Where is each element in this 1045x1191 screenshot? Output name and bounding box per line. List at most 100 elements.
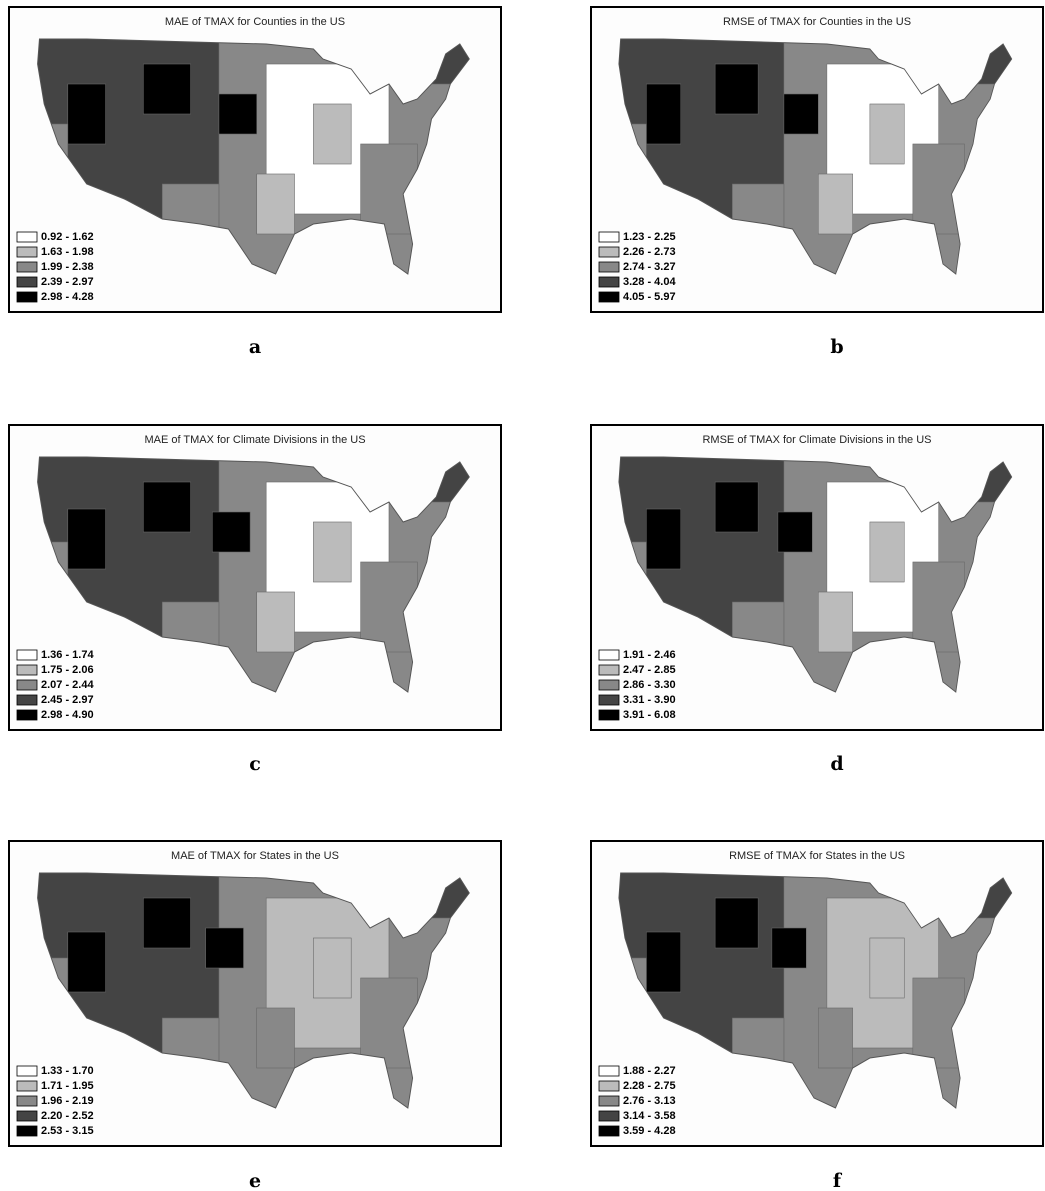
map-title: MAE of TMAX for States in the US [171, 850, 339, 862]
legend-label: 2.45 - 2.97 [41, 694, 94, 706]
legend-swatch [16, 1065, 38, 1077]
legend-swatch [598, 664, 620, 676]
map-region [646, 508, 682, 570]
legend-swatch [598, 1065, 620, 1077]
legend-swatch [16, 231, 38, 243]
legend-label: 1.71 - 1.95 [41, 1080, 94, 1092]
legend-swatch [598, 1095, 620, 1107]
legend-swatch [16, 246, 38, 258]
legend-label: 3.59 - 4.28 [623, 1125, 676, 1137]
legend-swatch [16, 291, 38, 303]
map-region [714, 63, 759, 115]
map-panel: MAE of TMAX for Counties in the US 0.92 -… [8, 6, 502, 313]
legend-swatch [16, 1080, 38, 1092]
legend-label: 2.47 - 2.85 [623, 664, 676, 676]
legend-label: 2.26 - 2.73 [623, 246, 676, 258]
map-region [818, 173, 853, 235]
map-region [646, 931, 682, 993]
map-title: RMSE of TMAX for States in the US [729, 850, 905, 862]
legend-swatch [16, 276, 38, 288]
map-panel: RMSE of TMAX for Counties in the US 1.23 … [590, 6, 1044, 313]
legend-label: 3.28 - 4.04 [623, 276, 676, 288]
map-title: RMSE of TMAX for Counties in the US [723, 16, 911, 28]
map-title: RMSE of TMAX for Climate Divisions in th… [702, 434, 931, 446]
legend-swatch [598, 1110, 620, 1122]
map-panel: MAE of TMAX for States in the US 1.33 - 1… [8, 840, 502, 1147]
legend-label: 1.99 - 2.38 [41, 261, 94, 273]
map-region [205, 927, 244, 969]
map-region [218, 93, 258, 135]
map-region [313, 103, 352, 165]
map-region [256, 591, 295, 653]
legend-label: 4.05 - 5.97 [623, 291, 676, 303]
legend-swatch [16, 694, 38, 706]
map-region [714, 897, 759, 949]
legend-label: 0.92 - 1.62 [41, 231, 94, 243]
legend-swatch [16, 1125, 38, 1137]
legend-swatch [16, 664, 38, 676]
map-title: MAE of TMAX for Counties in the US [165, 16, 345, 28]
map-region [646, 83, 682, 145]
map-region [777, 511, 813, 553]
map-region [818, 1007, 853, 1069]
map-title: MAE of TMAX for Climate Divisions in the… [144, 434, 365, 446]
legend-label: 2.20 - 2.52 [41, 1110, 94, 1122]
legend-label: 1.63 - 1.98 [41, 246, 94, 258]
map-region [143, 897, 191, 949]
legend-label: 2.74 - 3.27 [623, 261, 676, 273]
map-panel: RMSE of TMAX for Climate Divisions in th… [590, 424, 1044, 731]
legend-label: 3.91 - 6.08 [623, 709, 676, 721]
panel-letter: b [830, 336, 843, 358]
legend-label: 1.96 - 2.19 [41, 1095, 94, 1107]
map-region [714, 481, 759, 533]
legend-swatch [16, 261, 38, 273]
legend-swatch [16, 1095, 38, 1107]
map-region [143, 63, 191, 115]
legend-swatch [16, 1110, 38, 1122]
map-region [67, 508, 106, 570]
legend-label: 3.31 - 3.90 [623, 694, 676, 706]
legend-label: 1.88 - 2.27 [623, 1065, 676, 1077]
map-region [869, 521, 905, 583]
legend-label: 2.39 - 2.97 [41, 276, 94, 288]
legend-swatch [598, 291, 620, 303]
legend-swatch [598, 231, 620, 243]
legend-swatch [598, 694, 620, 706]
map-region [67, 83, 106, 145]
legend-swatch [598, 679, 620, 691]
legend-swatch [16, 709, 38, 721]
legend-swatch [598, 1125, 620, 1137]
map-region [212, 511, 251, 553]
map-region [313, 937, 352, 999]
map-region [869, 103, 905, 165]
map-region [256, 1007, 295, 1069]
legend-swatch [598, 246, 620, 258]
map-region [783, 93, 819, 135]
legend-label: 1.33 - 1.70 [41, 1065, 94, 1077]
map-region [771, 927, 807, 969]
legend-label: 1.36 - 1.74 [41, 649, 94, 661]
map-region [869, 937, 905, 999]
legend-label: 2.53 - 3.15 [41, 1125, 94, 1137]
map-region [818, 591, 853, 653]
legend-swatch [598, 1080, 620, 1092]
map-panel: MAE of TMAX for Climate Divisions in the… [8, 424, 502, 731]
panel-letter: e [249, 1170, 261, 1191]
panel-letter: d [830, 753, 843, 775]
legend-label: 3.14 - 3.58 [623, 1110, 676, 1122]
map-panel: RMSE of TMAX for States in the US 1.88 - … [590, 840, 1044, 1147]
map-region [143, 481, 191, 533]
legend-swatch [16, 679, 38, 691]
legend-swatch [16, 649, 38, 661]
legend-label: 2.07 - 2.44 [41, 679, 94, 691]
map-region [67, 931, 106, 993]
legend-swatch [598, 276, 620, 288]
legend-label: 1.91 - 2.46 [623, 649, 676, 661]
legend-label: 1.75 - 2.06 [41, 664, 94, 676]
legend-swatch [598, 709, 620, 721]
panel-letter: f [833, 1170, 843, 1191]
map-region [313, 521, 352, 583]
legend-label: 1.23 - 2.25 [623, 231, 676, 243]
legend-swatch [598, 261, 620, 273]
legend-swatch [598, 649, 620, 661]
